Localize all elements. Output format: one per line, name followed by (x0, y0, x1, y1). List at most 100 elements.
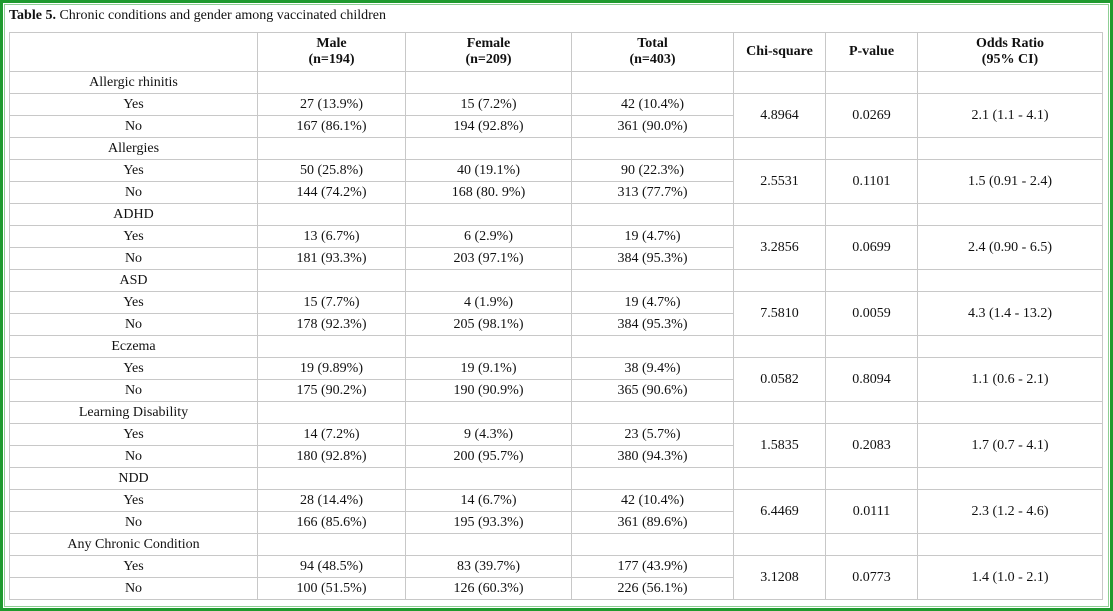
empty-cell (257, 203, 406, 226)
row-label: Yes (9, 489, 258, 512)
table-row: Yes 28 (14.4%) 14 (6.7%) 42 (10.4%) 6.4469 0.… (9, 489, 1103, 534)
empty-cell (917, 203, 1103, 226)
header-male-label: Male (316, 36, 347, 51)
empty-cell (825, 335, 918, 358)
odds-ratio-value: 1.5 (0.91 - 2.4) (917, 159, 1103, 204)
male-value: 14 (7.2%) (257, 423, 406, 446)
empty-cell (733, 71, 826, 94)
empty-cell (405, 71, 572, 94)
p-value: 0.0269 (825, 93, 918, 138)
row-label: No (9, 379, 258, 402)
header-male: Male (n=194) (257, 32, 406, 72)
male-value: 27 (13.9%) (257, 93, 406, 116)
empty-cell (917, 533, 1103, 556)
chi-square-value: 2.5531 (733, 159, 826, 204)
results-table: Male (n=194) Female (n=209) Total (n=403… (9, 32, 1103, 600)
odds-ratio-value: 1.1 (0.6 - 2.1) (917, 357, 1103, 402)
p-value: 0.0059 (825, 291, 918, 336)
odds-ratio-value: 2.1 (1.1 - 4.1) (917, 93, 1103, 138)
empty-cell (405, 335, 572, 358)
total-value: 90 (22.3%) (571, 159, 734, 182)
empty-cell (405, 137, 572, 160)
empty-cell (405, 269, 572, 292)
row-label: Yes (9, 423, 258, 446)
condition-name: Allergies (9, 137, 258, 160)
empty-cell (825, 203, 918, 226)
header-row: Male (n=194) Female (n=209) Total (n=403… (9, 32, 1103, 72)
row-label: No (9, 313, 258, 336)
empty-cell (257, 467, 406, 490)
condition-row: Allergic rhinitis (9, 71, 1103, 94)
p-value: 0.0111 (825, 489, 918, 534)
total-value: 313 (77.7%) (571, 181, 734, 204)
total-value: 42 (10.4%) (571, 489, 734, 512)
male-value: 180 (92.8%) (257, 445, 406, 468)
header-total-n: (n=403) (629, 52, 676, 67)
odds-ratio-value: 1.7 (0.7 - 4.1) (917, 423, 1103, 468)
empty-cell (825, 533, 918, 556)
empty-cell (733, 533, 826, 556)
header-female-n: (n=209) (465, 52, 512, 67)
empty-cell (405, 401, 572, 424)
male-value: 178 (92.3%) (257, 313, 406, 336)
row-label: No (9, 181, 258, 204)
empty-cell (917, 269, 1103, 292)
p-value: 0.0773 (825, 555, 918, 600)
empty-cell (405, 533, 572, 556)
header-chi-square: Chi-square (733, 32, 826, 72)
empty-cell (405, 203, 572, 226)
table-row: Yes 50 (25.8%) 40 (19.1%) 90 (22.3%) 2.5531 0… (9, 159, 1103, 204)
row-label: Yes (9, 159, 258, 182)
row-label: No (9, 247, 258, 270)
table-row: Yes 27 (13.9%) 15 (7.2%) 42 (10.4%) 4.8964 0.… (9, 93, 1103, 138)
condition-name: Any Chronic Condition (9, 533, 258, 556)
table-row: No 167 (86.1%) 194 (92.8%) 361 (90.0%) (9, 115, 1103, 138)
row-label: Yes (9, 93, 258, 116)
female-value: 126 (60.3%) (405, 577, 572, 600)
caption-label: Table 5. (9, 8, 56, 23)
condition-row: Allergies (9, 137, 1103, 160)
female-value: 194 (92.8%) (405, 115, 572, 138)
total-value: 226 (56.1%) (571, 577, 734, 600)
male-value: 166 (85.6%) (257, 511, 406, 534)
female-value: 200 (95.7%) (405, 445, 572, 468)
row-label: No (9, 445, 258, 468)
caption-text: Chronic conditions and gender among vacc… (59, 8, 387, 23)
empty-cell (825, 401, 918, 424)
empty-cell (917, 467, 1103, 490)
condition-name: Allergic rhinitis (9, 71, 258, 94)
chi-square-value: 4.8964 (733, 93, 826, 138)
empty-cell (571, 467, 734, 490)
p-value: 0.0699 (825, 225, 918, 270)
empty-cell (825, 137, 918, 160)
empty-cell (733, 467, 826, 490)
total-value: 384 (95.3%) (571, 313, 734, 336)
total-value: 19 (4.7%) (571, 291, 734, 314)
p-value: 0.2083 (825, 423, 918, 468)
table-row: No 100 (51.5%) 126 (60.3%) 226 (56.1%) (9, 577, 1103, 600)
empty-cell (257, 533, 406, 556)
empty-cell (257, 71, 406, 94)
row-label: Yes (9, 555, 258, 578)
empty-cell (257, 335, 406, 358)
total-value: 380 (94.3%) (571, 445, 734, 468)
empty-cell (733, 335, 826, 358)
female-value: 40 (19.1%) (405, 159, 572, 182)
male-value: 175 (90.2%) (257, 379, 406, 402)
female-value: 4 (1.9%) (405, 291, 572, 314)
female-value: 19 (9.1%) (405, 357, 572, 380)
condition-row: ADHD (9, 203, 1103, 226)
empty-cell (733, 203, 826, 226)
chi-square-value: 3.2856 (733, 225, 826, 270)
empty-cell (825, 71, 918, 94)
male-value: 19 (9.89%) (257, 357, 406, 380)
row-label: No (9, 115, 258, 138)
condition-name: ADHD (9, 203, 258, 226)
condition-row: Learning Disability (9, 401, 1103, 424)
header-female: Female (n=209) (405, 32, 572, 72)
table-row: Yes 94 (48.5%) 83 (39.7%) 177 (43.9%) 3.1208… (9, 555, 1103, 600)
male-value: 15 (7.7%) (257, 291, 406, 314)
female-value: 83 (39.7%) (405, 555, 572, 578)
empty-cell (733, 137, 826, 160)
male-value: 181 (93.3%) (257, 247, 406, 270)
